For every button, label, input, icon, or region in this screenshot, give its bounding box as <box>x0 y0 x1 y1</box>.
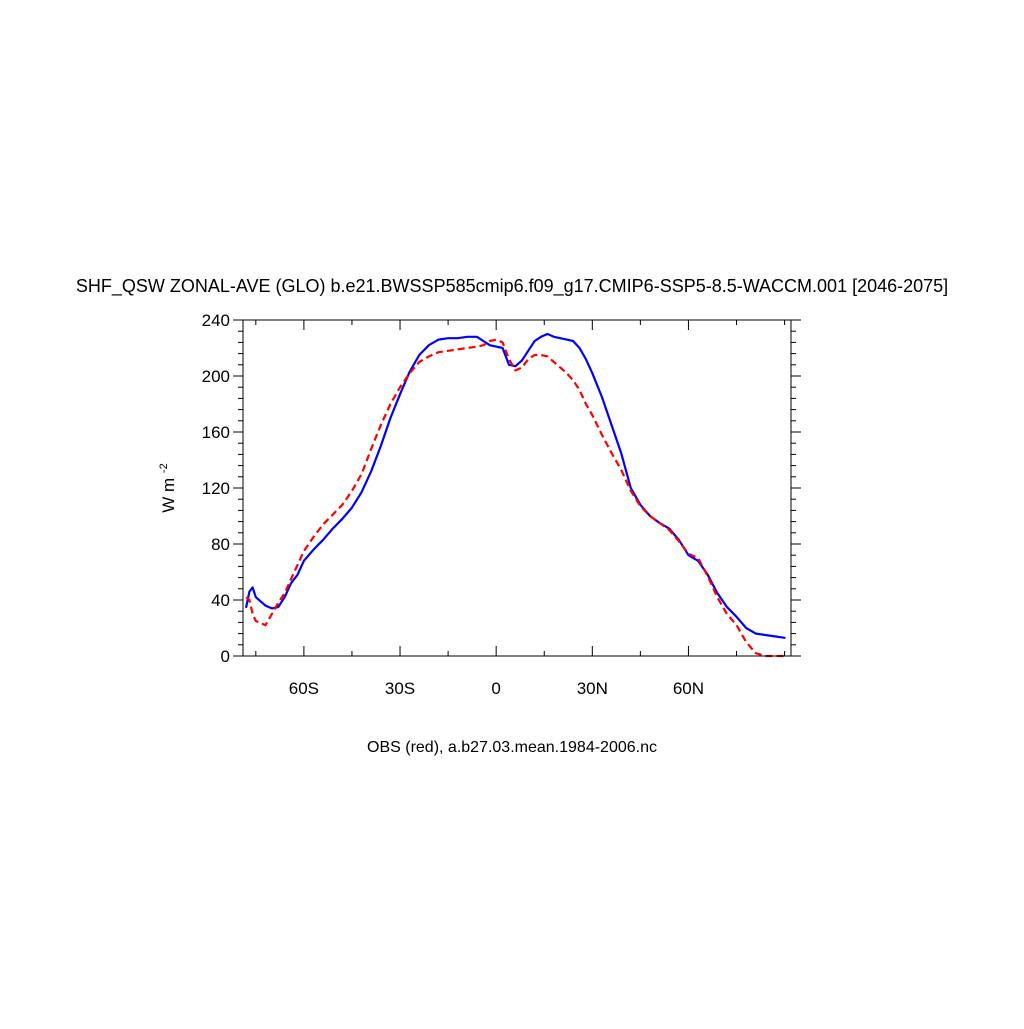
x-tick-label-1: 30S <box>385 679 415 698</box>
y-tick-label-1: 40 <box>211 591 230 610</box>
series-line-2 <box>245 338 785 658</box>
y-tick-label-6: 240 <box>202 311 230 330</box>
y-tick-label-0: 0 <box>221 647 230 666</box>
plot-background <box>243 320 791 656</box>
y-axis-label-text: W m <box>159 478 178 513</box>
y-axis-label-superscript: -2 <box>158 463 170 473</box>
plot-area <box>243 320 791 656</box>
y-tick-label-3: 120 <box>202 479 230 498</box>
chart-title: SHF_QSW ZONAL-AVE (GLO) b.e21.BWSSP585cm… <box>76 276 948 297</box>
axis-ticks: 60S 30S 0 30N 60N 0 40 80 120 160 200 240 <box>202 311 801 698</box>
x-tick-label-3: 30N <box>577 679 608 698</box>
x-tick-label-0: 60S <box>289 679 319 698</box>
y-tick-label-4: 160 <box>202 423 230 442</box>
chart-caption: OBS (red), a.b27.03.mean.1984-2006.nc <box>367 739 657 756</box>
series-group <box>245 332 786 658</box>
y-tick-label-5: 200 <box>202 367 230 386</box>
y-axis-label: W m -2 <box>158 463 178 512</box>
x-tick-label-2: 0 <box>491 679 500 698</box>
x-tick-label-4: 60N <box>673 679 704 698</box>
y-tick-label-2: 80 <box>211 535 230 554</box>
